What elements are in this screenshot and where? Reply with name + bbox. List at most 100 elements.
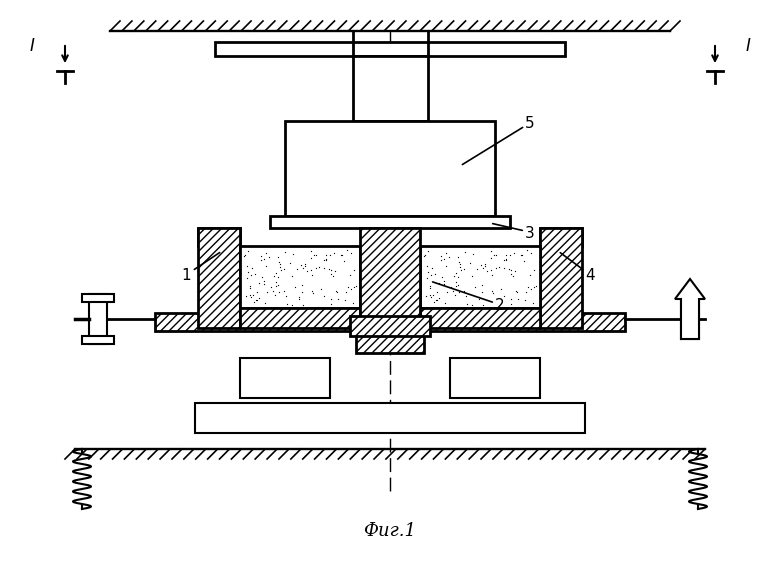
Point	[250, 295, 262, 304]
Point	[349, 282, 362, 291]
Point	[450, 269, 463, 278]
Point	[323, 264, 335, 273]
Point	[505, 294, 517, 303]
Bar	[155, 313, 625, 331]
Point	[433, 294, 445, 303]
Point	[317, 264, 330, 273]
Point	[253, 279, 265, 288]
Text: $I$: $I$	[745, 38, 751, 54]
Point	[296, 263, 309, 272]
Point	[473, 295, 485, 304]
Bar	[270, 216, 510, 228]
Point	[527, 265, 540, 274]
Point	[422, 268, 434, 277]
Point	[272, 258, 285, 267]
Point	[304, 246, 317, 255]
Point	[324, 250, 336, 259]
Point	[335, 250, 348, 259]
Point	[338, 257, 350, 266]
Bar	[195, 403, 585, 433]
Bar	[240, 308, 360, 328]
Point	[441, 288, 453, 297]
Point	[429, 270, 441, 279]
Point	[330, 286, 342, 295]
Point	[260, 261, 272, 270]
Point	[433, 279, 445, 288]
Point	[270, 269, 282, 278]
Point	[459, 292, 472, 301]
Point	[417, 251, 430, 260]
Point	[427, 290, 439, 299]
Point	[448, 291, 461, 300]
Text: 2: 2	[495, 298, 505, 314]
Point	[272, 281, 285, 290]
Point	[466, 300, 478, 309]
Point	[500, 250, 512, 259]
Point	[320, 250, 332, 259]
Point	[324, 294, 337, 303]
Point	[527, 283, 540, 292]
Point	[347, 283, 360, 292]
Point	[516, 251, 528, 260]
Bar	[356, 331, 424, 353]
Point	[463, 259, 476, 268]
Point	[293, 295, 306, 304]
Bar	[356, 331, 424, 353]
Text: 1: 1	[181, 268, 191, 283]
Bar	[420, 308, 540, 328]
Point	[245, 293, 257, 302]
Point	[248, 298, 261, 307]
Point	[299, 262, 311, 271]
Bar	[240, 308, 360, 328]
Point	[250, 296, 263, 305]
Point	[242, 247, 254, 256]
Point	[254, 252, 267, 261]
Bar	[350, 316, 430, 336]
Bar	[540, 228, 582, 328]
Point	[505, 300, 517, 309]
Point	[526, 298, 539, 307]
Point	[498, 292, 511, 301]
Point	[452, 272, 464, 281]
Point	[242, 268, 254, 277]
Point	[419, 250, 431, 259]
Point	[324, 269, 337, 278]
Point	[489, 251, 502, 260]
Point	[299, 260, 311, 269]
Bar	[360, 228, 420, 331]
Text: 4: 4	[585, 268, 595, 283]
Point	[466, 272, 478, 281]
Point	[450, 282, 463, 291]
Point	[266, 287, 278, 296]
Point	[480, 266, 493, 275]
Point	[519, 296, 531, 305]
Point	[308, 250, 321, 259]
Point	[240, 262, 253, 271]
Text: $I$: $I$	[29, 38, 35, 54]
Point	[439, 249, 452, 257]
Point	[263, 253, 275, 262]
Point	[518, 257, 530, 266]
Text: 3: 3	[525, 226, 535, 241]
Point	[479, 262, 491, 271]
Text: 5: 5	[525, 116, 535, 131]
Point	[307, 288, 319, 297]
Point	[492, 263, 505, 272]
Point	[477, 300, 489, 309]
Point	[503, 250, 516, 259]
Point	[498, 264, 510, 273]
Point	[511, 288, 523, 297]
Point	[452, 258, 465, 267]
Point	[486, 287, 498, 296]
Point	[515, 250, 527, 259]
Point	[422, 247, 434, 256]
Bar	[353, 56, 427, 121]
Point	[446, 287, 459, 296]
Point	[310, 264, 322, 273]
Point	[434, 255, 447, 264]
Bar	[82, 336, 114, 344]
Point	[274, 260, 286, 269]
Point	[509, 248, 521, 257]
Point	[239, 250, 252, 259]
Point	[424, 290, 436, 299]
